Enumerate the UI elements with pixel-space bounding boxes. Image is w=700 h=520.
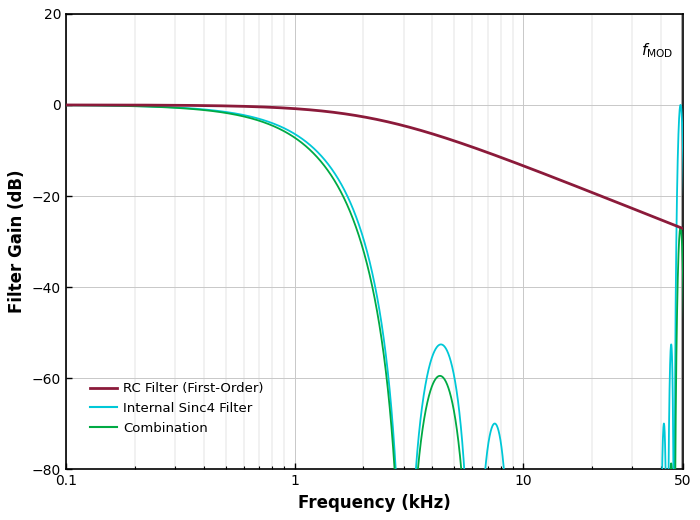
Line: Internal Sinc4 Filter: Internal Sinc4 Filter — [55, 105, 692, 492]
RC Filter (First-Order) — [524, 164, 532, 171]
Internal Sinc4 Filter — [688, 489, 696, 495]
Line: RC Filter (First-Order): RC Filter (First-Order) — [55, 105, 692, 232]
Combination — [688, 489, 696, 495]
Combination — [524, 489, 532, 495]
Line: Combination: Combination — [55, 105, 692, 492]
Internal Sinc4 Filter — [524, 470, 532, 476]
RC Filter (First-Order) — [456, 140, 464, 146]
Internal Sinc4 Filter — [428, 353, 437, 359]
Y-axis label: Filter Gain (dB): Filter Gain (dB) — [8, 170, 27, 313]
Combination — [51, 102, 60, 108]
Combination — [83, 102, 92, 109]
Combination — [428, 382, 437, 388]
Internal Sinc4 Filter — [393, 489, 401, 495]
RC Filter (First-Order) — [282, 105, 290, 111]
RC Filter (First-Order) — [51, 102, 60, 108]
Combination — [456, 455, 464, 461]
Internal Sinc4 Filter — [456, 417, 464, 423]
Combination — [392, 489, 400, 495]
Legend: RC Filter (First-Order), Internal Sinc4 Filter, Combination: RC Filter (First-Order), Internal Sinc4 … — [85, 377, 269, 440]
RC Filter (First-Order) — [428, 131, 437, 137]
Internal Sinc4 Filter — [282, 126, 290, 132]
Internal Sinc4 Filter — [557, 489, 566, 495]
Internal Sinc4 Filter — [51, 102, 60, 108]
Internal Sinc4 Filter — [676, 102, 685, 108]
RC Filter (First-Order) — [688, 229, 696, 236]
Combination — [282, 129, 290, 135]
Internal Sinc4 Filter — [83, 102, 92, 109]
RC Filter (First-Order) — [557, 177, 566, 184]
X-axis label: Frequency (kHz): Frequency (kHz) — [298, 493, 451, 512]
Combination — [557, 489, 566, 495]
Text: $f_{\mathsf{MOD}}$: $f_{\mathsf{MOD}}$ — [640, 41, 673, 60]
RC Filter (First-Order) — [83, 102, 92, 108]
